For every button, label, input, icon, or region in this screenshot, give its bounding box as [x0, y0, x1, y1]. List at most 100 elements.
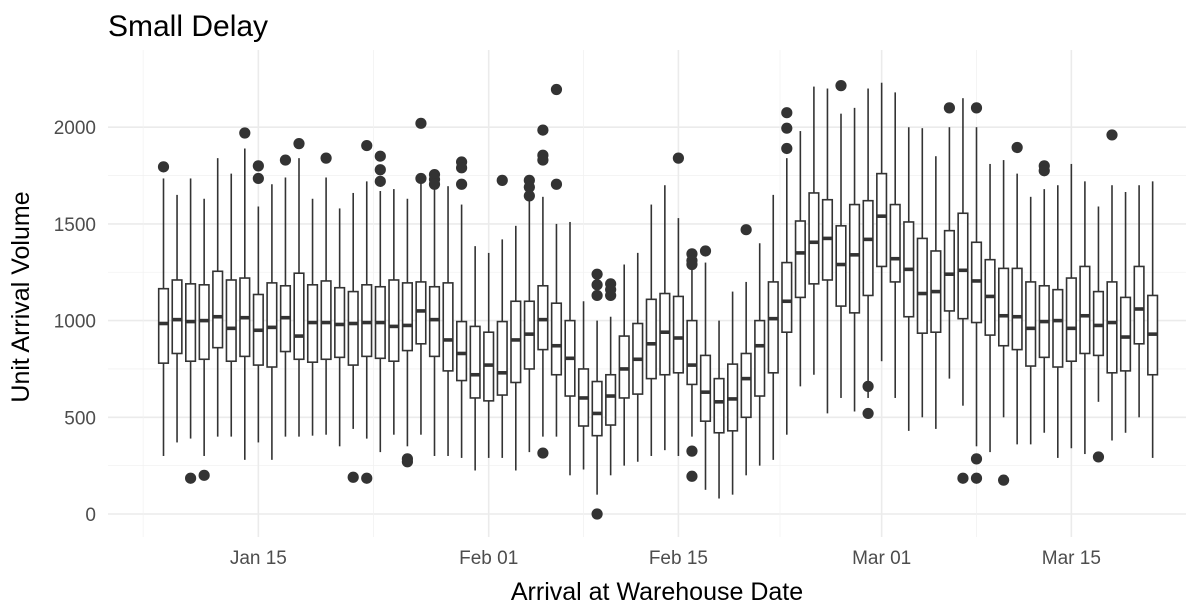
box-outlier	[998, 474, 1010, 486]
box	[1106, 129, 1118, 441]
box-iqr	[1025, 281, 1037, 367]
box-iqr	[266, 282, 278, 368]
box-iqr	[862, 199, 874, 297]
x-tick-label: Feb 01	[459, 548, 518, 569]
box	[306, 198, 319, 436]
box-iqr	[645, 298, 657, 380]
box-iqr	[1119, 296, 1132, 372]
box	[496, 174, 508, 458]
box-iqr	[848, 203, 861, 314]
chart-title: Small Delay	[108, 10, 268, 43]
box-outlier	[740, 224, 752, 236]
box	[455, 156, 468, 458]
box	[997, 160, 1010, 486]
box-iqr	[455, 320, 468, 382]
box-iqr	[781, 261, 793, 334]
box-outlier	[970, 472, 983, 484]
box	[686, 248, 698, 482]
box	[1079, 181, 1091, 455]
y-tick-label: 1000	[54, 312, 96, 333]
box	[794, 131, 806, 387]
x-tick-label: Feb 15	[649, 548, 708, 569]
box	[361, 139, 373, 484]
box	[320, 152, 332, 435]
box	[293, 138, 305, 437]
box	[713, 320, 725, 499]
box-outlier	[943, 102, 956, 114]
box-outlier	[550, 83, 563, 96]
box-outlier	[401, 456, 413, 468]
box	[212, 158, 224, 437]
box-iqr	[876, 172, 888, 268]
box-outlier	[361, 139, 373, 152]
y-tick-label: 500	[64, 408, 96, 429]
y-axis-title: Unit Arrival Volume	[7, 191, 35, 402]
box-iqr	[618, 335, 630, 399]
box	[523, 174, 535, 453]
box	[564, 221, 576, 476]
box-iqr	[916, 237, 928, 334]
box	[428, 168, 441, 456]
box	[618, 264, 630, 466]
box	[659, 185, 671, 451]
x-axis-tick-labels: Jan 15 Feb 01 Feb 15 Mar 01 Mar 15	[230, 548, 1101, 569]
box-iqr	[171, 279, 183, 355]
box	[848, 107, 861, 412]
box-iqr	[699, 354, 712, 422]
box	[645, 204, 657, 456]
x-tick-label: Jan 15	[230, 548, 287, 569]
box-outlier	[686, 445, 698, 457]
box	[1119, 191, 1132, 433]
box-outlier	[537, 124, 549, 136]
box-outlier	[320, 152, 332, 164]
box	[1025, 196, 1037, 445]
box-iqr	[334, 286, 346, 359]
box	[835, 80, 847, 398]
box-iqr	[889, 203, 901, 283]
box-outlier	[1011, 141, 1023, 154]
box-iqr	[686, 319, 698, 386]
box-iqr	[157, 287, 170, 364]
box-iqr	[1106, 281, 1118, 374]
box-outlier	[361, 472, 373, 484]
box	[740, 224, 752, 476]
box	[1065, 163, 1077, 449]
box-outlier	[239, 127, 251, 139]
box	[577, 301, 590, 470]
box	[930, 156, 942, 429]
box	[1133, 185, 1145, 418]
box-iqr	[401, 282, 414, 352]
box-iqr	[225, 279, 237, 363]
box	[469, 246, 481, 471]
box	[591, 268, 603, 520]
box-outlier	[862, 380, 874, 392]
box-iqr	[605, 373, 617, 426]
box	[699, 245, 712, 490]
box-iqr	[1079, 265, 1091, 355]
box-outlier	[781, 122, 793, 134]
box	[279, 154, 292, 437]
box	[225, 173, 237, 437]
box-outlier	[970, 102, 983, 114]
y-tick-label: 0	[85, 505, 96, 526]
box-outlier	[537, 447, 549, 459]
box-outlier	[185, 472, 197, 484]
box	[862, 88, 874, 420]
box	[632, 252, 644, 462]
box-outlier	[605, 289, 617, 302]
box-outlier	[957, 472, 969, 484]
box-outlier	[523, 190, 535, 202]
box	[483, 252, 495, 458]
box-outlier	[591, 289, 603, 302]
box-outlier	[347, 471, 359, 483]
box-outlier	[862, 407, 874, 420]
box	[672, 152, 685, 456]
box-outlier	[456, 162, 468, 174]
box	[537, 124, 549, 459]
box-outlier	[686, 470, 698, 482]
box	[442, 186, 454, 456]
box-iqr	[808, 192, 820, 285]
box-iqr	[1133, 265, 1145, 345]
box-outlier	[496, 174, 508, 186]
